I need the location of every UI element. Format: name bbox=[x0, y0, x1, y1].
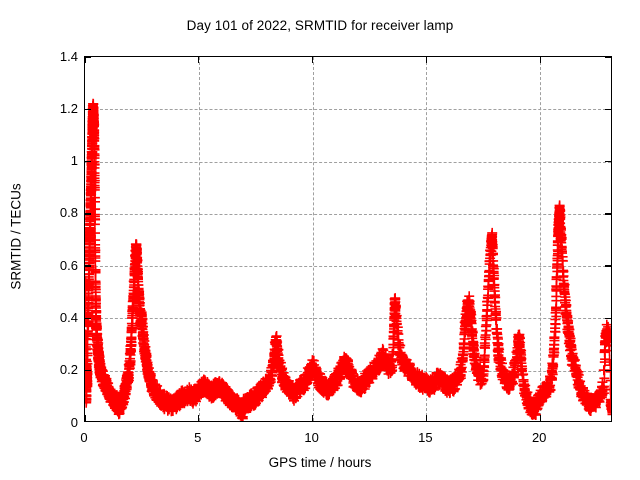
y-tick-mark bbox=[605, 317, 611, 320]
y-tick-mark bbox=[85, 108, 91, 110]
y-axis-tick-labels: 0 0.2 0.4 0.6 0.8 1 1.2 1.4 bbox=[0, 0, 78, 480]
y-tick-mark bbox=[605, 108, 611, 110]
x-tick-mark bbox=[311, 415, 314, 421]
y-tick-mark bbox=[85, 317, 91, 320]
y-tick-label: 1.2 bbox=[59, 100, 78, 116]
grid-line-horizontal bbox=[85, 213, 611, 215]
x-tick-mark bbox=[85, 57, 86, 63]
y-tick-mark bbox=[85, 57, 91, 58]
scatter-points-layer bbox=[85, 57, 611, 421]
y-tick-mark bbox=[605, 57, 611, 58]
grid-line-vertical bbox=[312, 57, 314, 421]
x-tick-label: 0 bbox=[80, 430, 88, 445]
y-tick-label: 0.4 bbox=[59, 309, 78, 325]
x-tick-mark bbox=[85, 415, 86, 421]
x-axis-label: GPS time / hours bbox=[268, 455, 372, 470]
y-tick-mark bbox=[605, 265, 611, 267]
x-tick-mark bbox=[539, 415, 541, 421]
x-tick-mark bbox=[425, 415, 428, 421]
y-axis-label: SRMTID / TECUs bbox=[8, 183, 24, 290]
y-tick-mark bbox=[605, 370, 611, 372]
y-tick-label: 0.8 bbox=[59, 205, 78, 221]
y-tick-mark bbox=[85, 213, 91, 215]
x-tick-mark bbox=[539, 57, 541, 63]
y-tick-mark bbox=[85, 160, 91, 163]
y-tick-mark bbox=[85, 370, 91, 372]
grid-line-horizontal bbox=[85, 266, 611, 268]
y-tick-label: 0.6 bbox=[59, 257, 78, 273]
y-tick-mark bbox=[605, 213, 611, 215]
chart-title: Day 101 of 2022, SRMTID for receiver lam… bbox=[186, 18, 454, 33]
grid-line-vertical bbox=[198, 57, 200, 421]
y-tick-label: 0.2 bbox=[59, 362, 78, 378]
grid-line-horizontal bbox=[85, 109, 611, 111]
y-tick-label: 1 bbox=[70, 153, 78, 169]
x-tick-mark bbox=[198, 57, 200, 63]
x-tick-mark bbox=[198, 415, 200, 421]
x-tick-label: 5 bbox=[194, 430, 202, 445]
x-tick-label: 20 bbox=[531, 430, 547, 445]
y-tick-label: 1.4 bbox=[59, 48, 78, 64]
y-tick-mark bbox=[85, 265, 91, 267]
y-tick-mark bbox=[605, 160, 611, 163]
x-tick-label: 15 bbox=[418, 430, 433, 445]
grid-line-horizontal bbox=[85, 318, 611, 320]
scatter-series-svg bbox=[85, 98, 611, 421]
plot-area bbox=[84, 56, 612, 422]
x-tick-mark bbox=[425, 57, 428, 63]
y-tick-label: 0 bbox=[70, 414, 78, 430]
x-tick-mark bbox=[311, 57, 314, 63]
grid-line-vertical bbox=[426, 57, 428, 421]
grid-line-horizontal bbox=[85, 161, 611, 163]
x-tick-label: 10 bbox=[304, 430, 319, 445]
grid-line-vertical bbox=[540, 57, 542, 421]
